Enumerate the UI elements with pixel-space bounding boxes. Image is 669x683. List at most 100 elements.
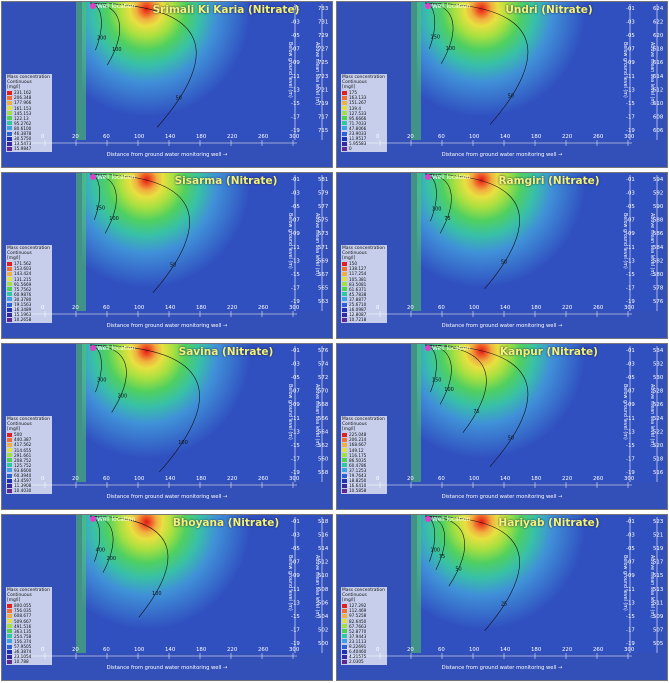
x-tick-label: 220 bbox=[227, 647, 238, 653]
legend-value: 171.562 bbox=[14, 261, 32, 267]
legend-swatch bbox=[342, 619, 347, 624]
msl-axis-label: Above mean sea level (m) bbox=[649, 555, 654, 618]
well-marker-icon bbox=[425, 516, 431, 522]
plume-plot: 1007550252002060100140180220260300-01523… bbox=[337, 515, 667, 680]
concentration-field bbox=[82, 515, 324, 653]
legend-value: 83.5081 bbox=[349, 281, 367, 287]
contour-label: 200 bbox=[118, 393, 128, 399]
legend-swatch bbox=[342, 639, 347, 644]
contour-label: 25 bbox=[501, 601, 507, 607]
msl-tick-label: 513 bbox=[653, 587, 663, 593]
legend-swatch bbox=[7, 131, 12, 136]
depth-tick-label: -15 bbox=[291, 443, 300, 449]
depth-axis-label: Below ground level (m) bbox=[622, 213, 627, 269]
concentration-field bbox=[417, 515, 659, 653]
depth-tick-label: -19 bbox=[626, 470, 635, 476]
legend-entry: 4.21575 bbox=[342, 654, 386, 659]
panel-title: Undri (Nitrate) bbox=[505, 4, 593, 16]
legend: Mass concentration Continuous [mg/l] 800.05… bbox=[6, 587, 52, 666]
concentration-field bbox=[82, 173, 324, 311]
legend-swatch bbox=[7, 317, 12, 322]
depth-tick-label: -07 bbox=[291, 560, 300, 566]
legend-swatch bbox=[7, 614, 12, 619]
msl-tick-label: 576 bbox=[653, 299, 664, 305]
legend-value: 149.12 bbox=[349, 447, 364, 453]
legend-swatch bbox=[7, 297, 12, 302]
legend-header: Mass concentration bbox=[342, 588, 385, 593]
legend-swatch bbox=[342, 649, 347, 654]
depth-tick-label: -07 bbox=[291, 218, 300, 224]
legend: Mass concentration Continuous [mg/l] 231.16… bbox=[6, 74, 52, 153]
legend-entry: 254.758 bbox=[7, 634, 51, 639]
x-tick-label: 260 bbox=[593, 134, 604, 140]
depth-tick-label: -19 bbox=[626, 128, 635, 134]
well-column bbox=[411, 515, 421, 653]
legend-swatch bbox=[342, 292, 347, 297]
legend-swatch bbox=[342, 312, 347, 317]
x-tick-label: 260 bbox=[593, 305, 604, 311]
msl-tick-label: 518 bbox=[653, 456, 664, 462]
legend-swatch bbox=[342, 266, 347, 271]
well-label: Well location bbox=[432, 516, 471, 523]
panel-title: Savina (Nitrate) bbox=[178, 346, 274, 358]
msl-tick-label: 504 bbox=[318, 614, 329, 620]
legend-swatch bbox=[342, 126, 347, 131]
legend-swatch bbox=[342, 443, 347, 448]
legend-entry: 756.035 bbox=[7, 608, 51, 613]
legend-value: 756.035 bbox=[14, 608, 32, 614]
legend-swatch bbox=[7, 121, 12, 126]
legend-value: 86.5035 bbox=[349, 457, 367, 463]
legend-value: 122.13 bbox=[14, 115, 29, 121]
x-tick-label: 60 bbox=[438, 476, 445, 482]
legend-entry: 83.5081 bbox=[342, 282, 386, 287]
legend-entry: 116.175 bbox=[342, 453, 386, 458]
well-column bbox=[411, 2, 421, 140]
legend-value: 231.162 bbox=[14, 90, 32, 96]
well-column bbox=[76, 173, 86, 311]
legend-value: 95.2762 bbox=[14, 120, 32, 126]
msl-tick-label: 721 bbox=[318, 87, 328, 93]
legend-value: 13.5473 bbox=[14, 141, 32, 147]
contour-label: 100 bbox=[109, 216, 119, 222]
depth-tick-label: -19 bbox=[291, 641, 300, 647]
depth-tick-label: -09 bbox=[626, 60, 635, 66]
legend-entry: 37.9443 bbox=[342, 634, 386, 639]
x-tick-label: 20 bbox=[72, 305, 79, 311]
legend-swatch bbox=[342, 624, 347, 629]
legend-header: Mass concentration bbox=[342, 417, 385, 422]
legend-swatch bbox=[342, 141, 347, 146]
msl-tick-label: 511 bbox=[653, 600, 663, 606]
legend-entry: 93.6600 bbox=[7, 468, 51, 473]
legend-value: 175 bbox=[349, 90, 357, 96]
x-tick-label: 20 bbox=[72, 134, 79, 140]
x-axis-label: Distance from ground water monitoring we… bbox=[106, 323, 228, 329]
well-location-marker: Well location bbox=[90, 516, 135, 523]
legend-swatch bbox=[342, 488, 347, 493]
depth-tick-label: -03 bbox=[291, 20, 300, 26]
legend-swatch bbox=[7, 261, 12, 266]
legend-swatch bbox=[7, 644, 12, 649]
msl-tick-label: 512 bbox=[318, 560, 328, 566]
contour-label: 400 bbox=[96, 548, 106, 554]
depth-tick-label: -09 bbox=[291, 573, 300, 579]
legend-value: 10.788 bbox=[14, 659, 29, 665]
legend-swatch bbox=[342, 116, 347, 121]
contour-line bbox=[424, 344, 452, 405]
plume-plot: 3002001002002060100140180220260300-01576… bbox=[2, 344, 332, 509]
legend-swatch bbox=[7, 629, 12, 634]
x-tick-label: 20 bbox=[407, 647, 414, 653]
legend-swatch bbox=[7, 468, 12, 473]
depth-tick-label: -05 bbox=[291, 204, 300, 210]
legend-value: 46.3878 bbox=[14, 131, 32, 137]
legend-swatch bbox=[7, 603, 12, 608]
depth-axis-label: Below ground level (m) bbox=[622, 42, 627, 98]
legend-swatch bbox=[342, 272, 347, 277]
contour-line bbox=[424, 344, 529, 467]
legend-entry: 5.95583 bbox=[342, 141, 386, 146]
legend-swatch bbox=[342, 468, 347, 473]
legend-swatch bbox=[7, 101, 12, 106]
depth-tick-label: -13 bbox=[291, 429, 300, 435]
legend-entry: 138.127 bbox=[342, 266, 386, 271]
legend-swatch bbox=[7, 277, 12, 282]
legend-swatch bbox=[7, 608, 12, 613]
